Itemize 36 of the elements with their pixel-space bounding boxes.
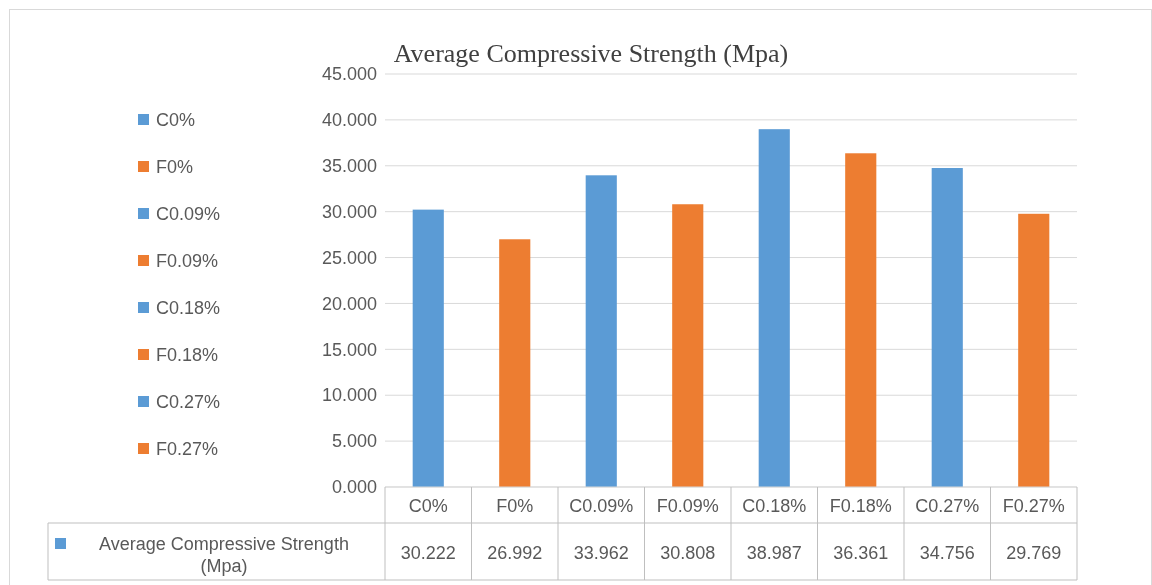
x-tick-label: F0.09%	[656, 496, 719, 516]
x-tick-label: C0.27%	[915, 496, 980, 516]
y-tick-label: 15.000	[321, 339, 377, 360]
data-label: 30.808	[660, 542, 716, 563]
data-label: 33.962	[573, 542, 629, 563]
data-label: 36.361	[833, 542, 889, 563]
y-tick-label: 0.000	[331, 477, 377, 498]
category-label: C0%	[156, 110, 196, 130]
y-tick-label: 30.000	[321, 201, 377, 222]
data-label: 30.222	[400, 542, 456, 563]
x-tick-label: C0.18%	[742, 496, 807, 516]
category-label: F0.09%	[156, 251, 219, 271]
y-tick-label: 25.000	[321, 247, 377, 268]
x-tick-label: F0.18%	[829, 496, 892, 516]
y-tick-label: 5.000	[331, 431, 377, 452]
category-label: F0.27%	[156, 439, 219, 459]
category-label: F0%	[156, 157, 194, 177]
category-label: F0.18%	[156, 345, 219, 365]
data-label: 29.769	[1006, 542, 1062, 563]
data-label: 34.756	[919, 542, 975, 563]
data-label: 26.992	[487, 542, 543, 563]
category-label: C0.27%	[156, 392, 221, 412]
legend-label: Average Compressive Strength (Mpa)	[99, 534, 349, 576]
x-tick-label: F0%	[496, 496, 534, 516]
chart-title: Average Compressive Strength (Mpa)	[393, 39, 789, 68]
y-tick-label: 20.000	[321, 293, 377, 314]
data-label: 38.987	[746, 542, 802, 563]
y-tick-label: 45.000	[321, 64, 377, 85]
y-tick-label: 40.000	[321, 110, 377, 131]
y-tick-label: 35.000	[321, 156, 377, 177]
category-label: C0.18%	[156, 298, 221, 318]
category-label: C0.09%	[156, 204, 221, 224]
x-tick-label: F0.27%	[1002, 496, 1065, 516]
y-tick-label: 10.000	[321, 385, 377, 406]
x-tick-label: C0.09%	[569, 496, 634, 516]
x-tick-label: C0%	[408, 496, 448, 516]
